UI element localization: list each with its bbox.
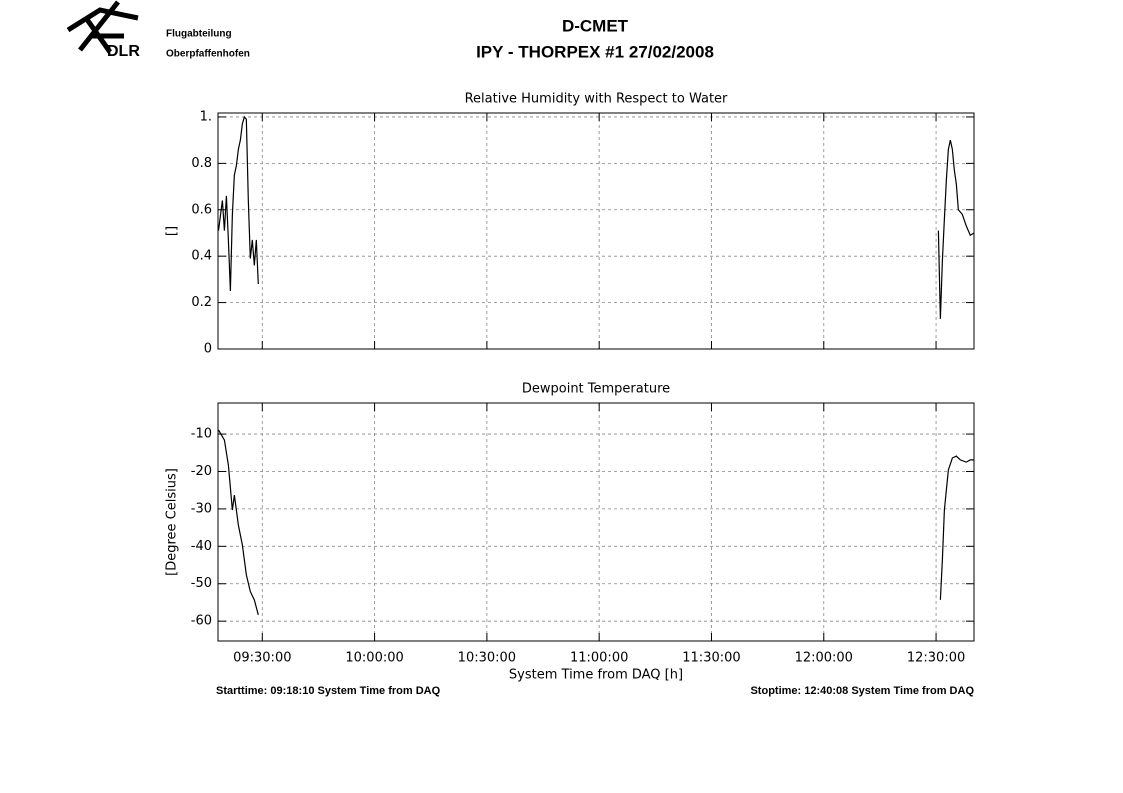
y-tick-label: -40 (191, 539, 212, 554)
chart-title: Relative Humidity with Respect to Water (465, 92, 728, 107)
logo (66, 0, 139, 54)
x-tick-label: 10:30:00 (458, 651, 516, 666)
y-tick-label: 0.6 (191, 202, 212, 217)
stop-time: Stoptime: 12:40:08 System Time from DAQ (750, 685, 974, 697)
x-axis-label: System Time from DAQ [h] (509, 668, 683, 683)
org-name: Flugabteilung (166, 29, 232, 40)
x-tick-label: 11:30:00 (682, 651, 740, 666)
y-tick-label: 0 (204, 342, 212, 357)
start-time: Starttime: 09:18:10 System Time from DAQ (216, 685, 441, 697)
page-subtitle: IPY - THORPEX #1 27/02/2008 (476, 42, 714, 61)
y-tick-label: 0.8 (191, 156, 212, 171)
data-line (217, 429, 974, 615)
y-tick-label: -30 (191, 501, 212, 516)
y-tick-label: -20 (191, 464, 212, 479)
data-line (217, 115, 975, 319)
x-tick-label: 11:00:00 (570, 651, 628, 666)
x-tick-label: 12:00:00 (795, 651, 853, 666)
logo-text: DLR (107, 43, 140, 60)
x-tick-label: 12:30:00 (907, 651, 965, 666)
x-tick-label: 10:00:00 (345, 651, 403, 666)
plot-frame (217, 112, 975, 350)
location: Oberpfaffenhofen (166, 49, 250, 60)
y-tick-label: 0.4 (191, 249, 212, 264)
y-axis-label: [Degree Celsius] (165, 468, 180, 576)
plot-frame (217, 402, 975, 642)
y-tick-label: -10 (191, 427, 212, 442)
y-tick-label: -60 (191, 614, 212, 629)
y-tick-label: 0.2 (191, 295, 212, 310)
y-axis-label: [] (165, 226, 180, 236)
y-tick-label: -50 (191, 576, 212, 591)
x-tick-label: 09:30:00 (233, 651, 291, 666)
chart-title: Dewpoint Temperature (522, 382, 670, 397)
y-tick-label: 1. (200, 109, 212, 124)
page-title: D-CMET (562, 16, 629, 35)
